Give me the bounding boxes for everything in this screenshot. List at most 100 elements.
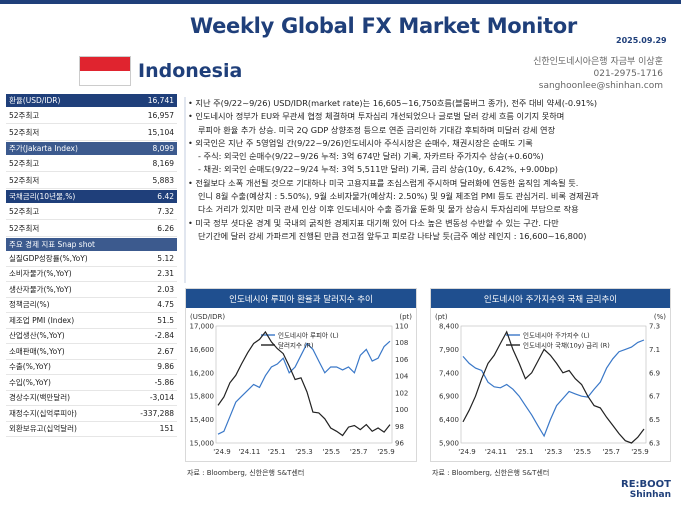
legend-label-1: 달러지수 (R)	[278, 341, 314, 350]
series-line-0	[217, 340, 391, 435]
snapshot-row-value: -5.86	[154, 377, 174, 387]
x-tick: '25.5	[574, 448, 592, 456]
y-right-tick: 7.3	[649, 323, 660, 331]
left-unit-label: (pt)	[435, 313, 448, 321]
commentary-rule	[184, 97, 186, 283]
snapshot-row-value: -3,014	[149, 393, 174, 403]
x-tick: '25.3	[295, 448, 313, 456]
fx-chart-panel: 인도네시아 루피아 환율과 달러지수 추이 (USD/IDR) (pt) 15,00…	[185, 288, 417, 462]
snapshot-row-label: 수출(%,YoY)	[9, 362, 51, 372]
snapshot-row-value: 51.5	[157, 315, 174, 325]
y-left-tick: 5,900	[439, 440, 459, 448]
snapshot-row-label: 외환보유고(십억달러)	[9, 424, 77, 434]
fx-chart-source: 자료 : Bloomberg, 신한은행 S&T센터	[187, 469, 305, 477]
y-left-tick: 15,800	[190, 393, 215, 401]
snapshot-row: 산업생산(%,YoY) -2.84	[6, 329, 177, 344]
x-tick: '24.9	[458, 448, 476, 456]
snapshot-row-value: 5.12	[157, 253, 174, 263]
snapshot-row: 소매판매(%,YoY) 2.67	[6, 344, 177, 360]
commentary: • 지난 주(9/22~9/26) USD/IDR(market rate)는 …	[188, 97, 674, 243]
report-title: Weekly Global FX Market Monitor	[190, 14, 577, 38]
y-left-tick: 7,900	[439, 346, 459, 354]
y-right-tick: 7.1	[649, 346, 660, 354]
contact-department: 신한인도네시아은행 자금부 이상훈	[533, 57, 663, 67]
snapshot-header: 주요 경제 지표 Snap shot	[6, 238, 177, 251]
brand-logo: RE:BOOT Shinhan	[621, 479, 671, 501]
stock-row: 52주최고 8,169	[6, 155, 177, 172]
x-tick: '25.9	[377, 448, 395, 456]
contact-info: 신한인도네시아은행 자금부 이상훈 021-2975-1716 sanghoon…	[533, 56, 663, 92]
snapshot-row: 수출(%,YoY) 9.86	[6, 360, 177, 375]
snapshot-row-value: 151	[159, 424, 174, 434]
snapshot-row: 정책금리(%) 4.75	[6, 298, 177, 313]
y-left-tick: 6,400	[439, 416, 459, 424]
y-left-tick: 16,600	[190, 346, 215, 354]
left-unit-label: (USD/IDR)	[190, 313, 225, 321]
snapshot-row: 소비자물가(%,YoY) 2.31	[6, 267, 177, 282]
commentary-line: - 채권: 외국인 순매도(9/22~9/24 누적: 3억 5,511만 달러…	[198, 164, 558, 175]
fx-row: 52주최고 16,957	[6, 107, 177, 124]
bond-row: 52주최고 7.32	[6, 203, 177, 220]
y-right-tick: 98	[395, 423, 404, 431]
snapshot-row-label: 재정수지(십억루피아)	[9, 408, 77, 418]
snapshot-row: 제조업 PMI (Index) 51.5	[6, 313, 177, 329]
x-tick: '24.11	[238, 448, 260, 456]
stock-chart-title: 인도네시아 주가지수와 국채 금리추이	[431, 289, 670, 308]
commentary-line: 인니 8월 수출(예상치 : 5.50%), 9월 소비자물가(예상치: 2.5…	[198, 191, 599, 202]
commentary-line: • 인도네시아 정부가 EU와 무관세 협정 체결하며 투자심리 개선되었으나 …	[188, 111, 565, 122]
stock-row: 52주최저 5,883	[6, 172, 177, 189]
x-tick: '25.7	[602, 448, 620, 456]
snapshot-row: 수입(%,YoY) -5.86	[6, 375, 177, 391]
y-right-tick: 108	[395, 339, 408, 347]
y-right-tick: 6.3	[649, 440, 660, 448]
y-right-tick: 110	[395, 323, 408, 331]
snapshot-row-label: 수입(%,YoY)	[9, 377, 51, 387]
contact-email: sanghoonlee@shinhan.com	[538, 81, 663, 91]
report-date: 2025.09.29	[616, 36, 667, 45]
right-unit-label: (pt)	[399, 313, 412, 321]
y-right-tick: 6.5	[649, 416, 660, 424]
x-tick: '25.3	[545, 448, 563, 456]
x-tick: '24.11	[485, 448, 507, 456]
commentary-line: • 지난 주(9/22~9/26) USD/IDR(market rate)는 …	[188, 98, 598, 108]
stock-header: 주가(Jakarta Index) 8,099	[6, 142, 177, 155]
bond-row: 52주최저 6.26	[6, 220, 177, 237]
snapshot-row-value: -2.84	[154, 331, 174, 341]
indicator-panel: 환율(USD/IDR) 16,741 52주최고 16,957 52주최저 15,1…	[6, 93, 177, 437]
contact-phone: 021-2975-1716	[593, 69, 663, 79]
y-right-tick: 100	[395, 406, 408, 414]
fx-chart: (USD/IDR) (pt) 15,000 15,400 15,800 16,200 16,…	[190, 313, 413, 456]
series-line-1	[462, 330, 645, 444]
stock-value: 8,099	[152, 144, 174, 153]
brand-line2: Shinhan	[629, 490, 671, 500]
fx-label: 환율(USD/IDR)	[9, 96, 61, 105]
snapshot-label: 주요 경제 지표 Snap shot	[9, 240, 95, 249]
snapshot-row-label: 정책금리(%)	[9, 300, 50, 310]
commentary-line: 다소 거리가 있지만 미국 관세 인상 이후 인도네시아 수출 증가율 둔화 및…	[198, 204, 579, 215]
snapshot-row-label: 경상수지(백만달러)	[9, 393, 71, 403]
commentary-line: • 외국인은 지난 주 5영업일 간(9/22~9/26)인도네시아 주식시장은…	[188, 137, 533, 148]
snapshot-row-label: 실질GDP성장률(%,YoY)	[9, 253, 88, 263]
snapshot-row-value: 2.31	[157, 269, 174, 279]
y-left-tick: 15,400	[190, 416, 215, 424]
x-tick: '24.9	[213, 448, 231, 456]
snapshot-row-label: 소비자물가(%,YoY)	[9, 269, 72, 279]
legend-label-1: 인도네시아 국채(10y) 금리 (R)	[523, 341, 610, 350]
snapshot-row: 경상수지(백만달러) -3,014	[6, 391, 177, 406]
plot-frame	[215, 325, 393, 444]
fx-value: 16,741	[147, 96, 174, 105]
bond-header: 국채금리(10년물,%) 6.42	[6, 190, 177, 203]
commentary-line: 루피아 환율 추가 상승. 미국 2Q GDP 상향조정 등으로 연준 금리인하…	[198, 124, 556, 135]
x-tick: '25.1	[268, 448, 286, 456]
fx-chart-title: 인도네시아 루피아 환율과 달러지수 추이	[186, 289, 416, 308]
top-accent-bar	[0, 0, 681, 4]
snapshot-row-value: -337,288	[140, 408, 174, 418]
series-line-1	[217, 330, 391, 437]
snapshot-row: 생산자물가(%,YoY) 2.03	[6, 282, 177, 298]
snapshot-row-label: 소매판매(%,YoY)	[9, 346, 65, 356]
commentary-line: 단기간에 달러 강세 가파르게 진행된 만큼 전고점 앞두고 피로감 나타날 듯…	[198, 230, 587, 241]
x-tick: '25.5	[323, 448, 341, 456]
y-right-tick: 104	[395, 373, 409, 381]
plot-frame	[460, 325, 647, 444]
snapshot-row: 실질GDP성장률(%,YoY) 5.12	[6, 251, 177, 267]
